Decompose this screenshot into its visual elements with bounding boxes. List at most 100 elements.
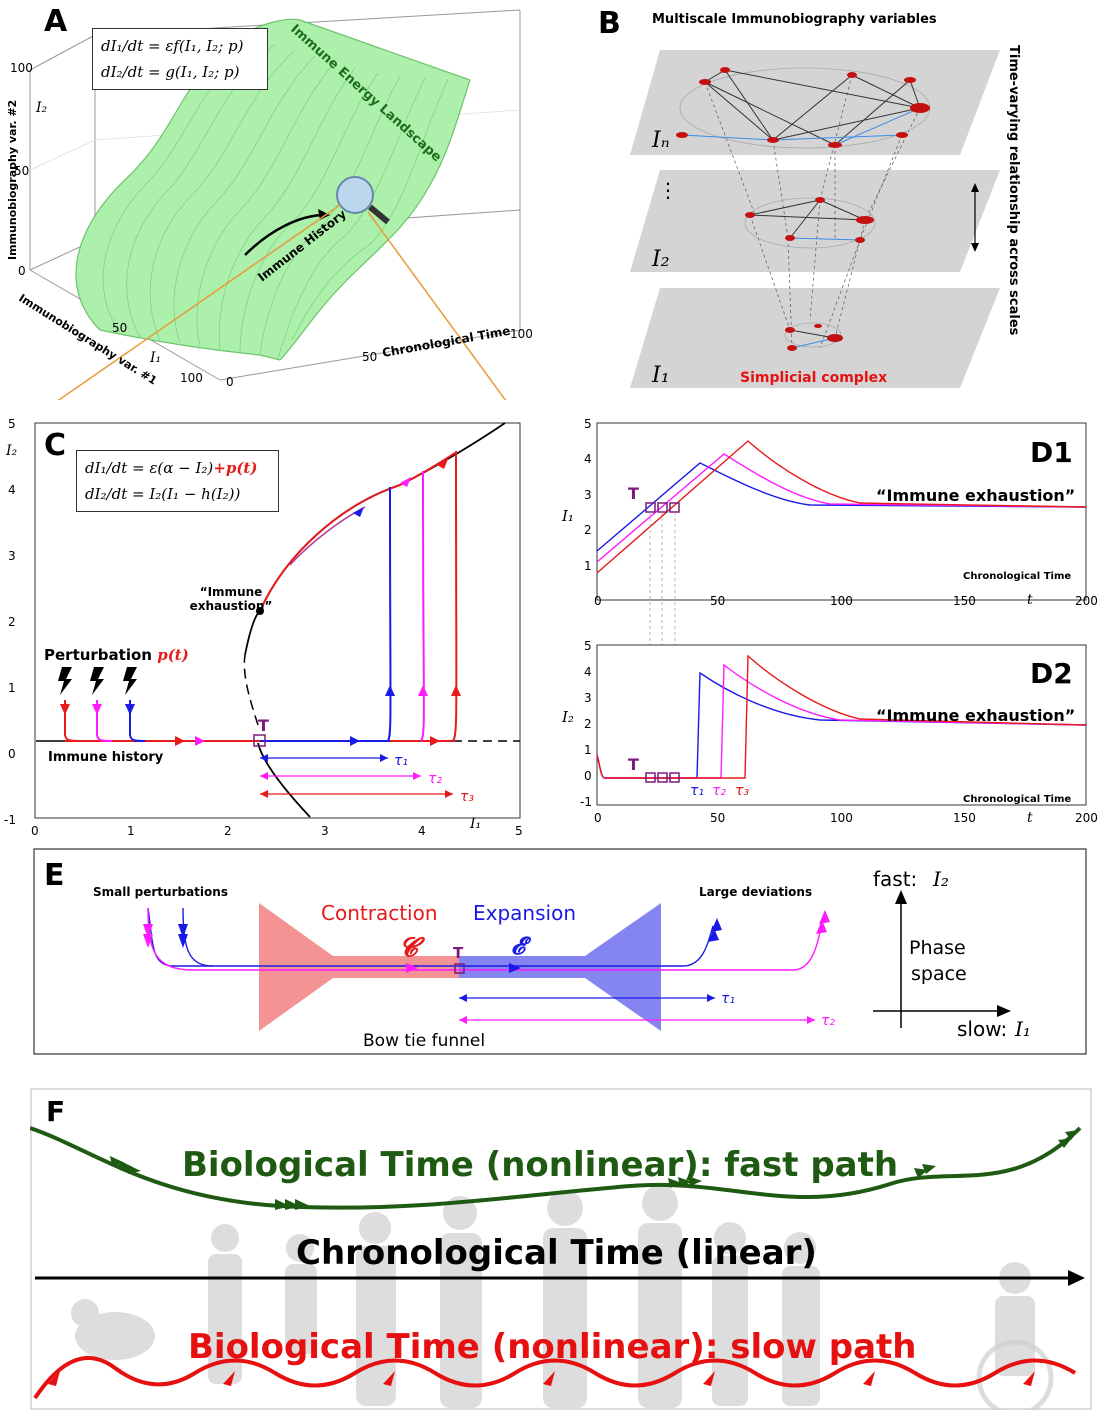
eq-c-i1: dI₁/dt = ε(α − I₂): [85, 459, 214, 477]
d2-y-tick: 1: [584, 743, 592, 757]
eq-c-perturbation: +p(t): [213, 459, 258, 477]
x-tick: 4: [418, 824, 426, 835]
z-tick: 50: [14, 164, 29, 178]
y-tick: -1: [4, 813, 16, 827]
simplicial-complex-label: Simplicial complex: [740, 370, 888, 386]
e-T-label: T: [453, 944, 464, 962]
x-tick: 3: [321, 824, 329, 835]
eq-c-i2: dI₂/dt = I₂(I₁ − h(I₂)): [85, 485, 241, 503]
perturbation-symbol: p(t): [157, 646, 189, 664]
d1-x-tick: 100: [830, 594, 853, 608]
eq-i1: dI₁/dt = εf(I₁, I₂; p): [101, 37, 244, 55]
z-tick: 100: [10, 61, 33, 75]
panel-a-equations: dI₁/dt = εf(I₁, I₂; p) dI₂/dt = g(I₁, I₂…: [92, 28, 268, 90]
d2-x-tick: 150: [953, 811, 976, 825]
panel-c-letter: C: [44, 428, 67, 463]
y-tick: 0: [8, 747, 16, 761]
x-tick: 50: [112, 321, 127, 335]
small-perturbations-label: Small perturbations: [93, 885, 228, 899]
t-tick: 0: [226, 375, 234, 389]
x-tick: 2: [224, 824, 232, 835]
perturbation-label: Perturbation p(t): [44, 646, 189, 664]
slow-path-label: Biological Time (nonlinear): slow path: [188, 1327, 917, 1367]
contraction-label: Contraction: [321, 901, 438, 925]
layer-dots: ⋮: [658, 178, 678, 202]
d1-T-label: T: [628, 484, 639, 503]
fast-symbol: I₂: [932, 867, 949, 891]
d2-T-label: T: [628, 755, 639, 774]
t-tick: 100: [510, 327, 533, 341]
x-tick: 5: [515, 824, 523, 835]
d1-x-tick: 200: [1075, 594, 1098, 608]
e-tau1: τ₁: [721, 991, 735, 1007]
x-symbol: I₁: [469, 816, 481, 832]
layer-label-2: I₂: [652, 247, 670, 272]
fast-path-label: Biological Time (nonlinear): fast path: [182, 1145, 898, 1185]
d2-x-tick: 200: [1075, 811, 1098, 825]
d2-x-tick: 100: [830, 811, 853, 825]
y-tick: 5: [8, 417, 16, 431]
z-symbol: I₂: [35, 100, 48, 116]
d1-y-symbol: I₁: [561, 507, 574, 525]
d2-tau2: τ₂: [712, 783, 726, 799]
layer-plane-2: [630, 170, 1000, 272]
slow-symbol: I₁: [1014, 1017, 1031, 1041]
y-tick: 3: [8, 549, 16, 563]
panel-a-letter: A: [44, 4, 68, 39]
d1-y-tick: 5: [584, 417, 592, 431]
chrono-label: Chronological Time (linear): [296, 1233, 817, 1273]
slow-label: slow:: [957, 1017, 1007, 1041]
d1-y-tick: 2: [584, 523, 592, 537]
bow-tie-funnel: Small perturbations Large deviations Con…: [33, 848, 1087, 1055]
phase-label: Phase: [909, 937, 966, 959]
d2-time-label: Chronological Time: [963, 794, 1071, 805]
d2-y-tick: 0: [584, 769, 592, 783]
e-tau2: τ₂: [821, 1013, 835, 1029]
y-tick: 4: [8, 483, 16, 497]
immune-history-label: Immune history: [48, 750, 164, 765]
d1-y-tick: 3: [584, 488, 592, 502]
panel-e-letter: E: [44, 858, 65, 893]
space-label: space: [911, 963, 967, 985]
y-tick: 1: [8, 681, 16, 695]
z-axis-label: Immunobiography var. #2: [6, 100, 19, 260]
x-tick: 0: [31, 824, 39, 835]
d1-x-tick: 0: [594, 594, 602, 608]
bow-tie-label: Bow tie funnel: [363, 1031, 485, 1051]
d1-t-symbol: t: [1027, 592, 1033, 608]
t-tick: 50: [362, 350, 377, 364]
t-axis-label: Chronological Time: [381, 324, 511, 360]
panel-d1-letter: D1: [1030, 436, 1073, 469]
d2-y-tick: 2: [584, 717, 592, 731]
fast-path-curve: [30, 1126, 1082, 1210]
eq-i2: dI₂/dt = g(I₁, I₂; p): [101, 63, 240, 81]
exhaustion-label: “Immune exhaustion”: [189, 585, 273, 613]
d2-t-symbol: t: [1027, 810, 1033, 826]
tau2-label: τ₂: [428, 771, 442, 787]
d2-tau3: τ₃: [735, 783, 749, 799]
d1-exhaustion-label: “Immune exhaustion”: [876, 486, 1075, 505]
panel-f-letter: F: [46, 1095, 66, 1128]
d1-x-tick: 150: [953, 594, 976, 608]
expansion-label: Expansion: [473, 901, 576, 925]
layer-plane-n: [630, 50, 1000, 155]
energy-landscape-3d: 100 50 0 50 100 0 50 100 I₂ I₁ Chronolog…: [6, 9, 533, 400]
panel-c-equations: dI₁/dt = ε(α − I₂)+p(t) dI₂/dt = I₂(I₁ −…: [76, 450, 279, 512]
panel-b-letter: B: [598, 6, 621, 41]
layer-label-1: I₁: [652, 363, 670, 388]
d2-x-tick: 0: [594, 811, 602, 825]
T-label: T: [258, 716, 269, 735]
time-series-plots: 5 4 3 2 1 0 50 100 150 200 5 4 3 2 1 0 -…: [561, 417, 1098, 826]
fast-label: fast:: [873, 867, 917, 891]
d1-x-tick: 50: [710, 594, 725, 608]
y-tick: 2: [8, 615, 16, 629]
d2-y-symbol: I₂: [561, 708, 574, 726]
d2-x-tick: 50: [710, 811, 725, 825]
layer-label-n: Iₙ: [652, 128, 670, 153]
d1-time-label: Chronological Time: [963, 571, 1071, 582]
biological-time-panel: Biological Time (nonlinear): fast path C…: [30, 1088, 1092, 1410]
d2-y-tick: -1: [580, 795, 592, 809]
d2-exhaustion-label: “Immune exhaustion”: [876, 706, 1075, 725]
multiscale-layers: [630, 50, 1000, 388]
x-tick: 1: [127, 824, 135, 835]
